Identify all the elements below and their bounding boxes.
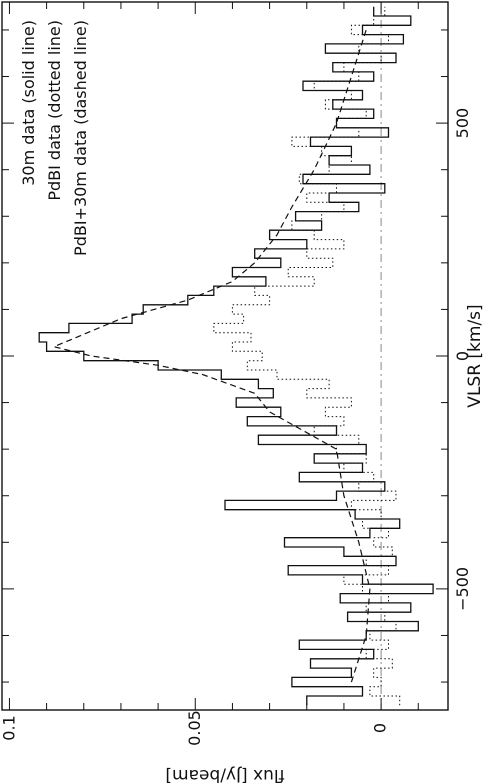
x-axis-title-group: VLSR [km/s]: [465, 304, 485, 407]
y-tick-label: 0.1: [0, 715, 19, 740]
x-tick-label-group: 0: [453, 351, 472, 361]
x-tick-layer: −500 0 500: [2, 29, 472, 683]
x-tick-label-group: −500: [453, 567, 472, 611]
y-axis-title: flux [Jy/beam]: [165, 765, 284, 784]
series-dashed-line: [52, 29, 371, 683]
legend-entry-30m: 30m data (solid line): [19, 20, 38, 186]
y-tick-label-group: 0.05: [185, 710, 204, 746]
series-layer: [38, 6, 434, 706]
x-axis-title: VLSR [km/s]: [465, 304, 485, 407]
y-tick-label-group: 0.1: [0, 715, 19, 740]
x-tick-label: 0: [453, 351, 472, 361]
legend-entry-combined: PdBI+30m data (dashed line): [71, 20, 90, 256]
x-tick-label-group: 500: [453, 108, 472, 139]
series-solid-line: [38, 6, 434, 706]
y-axis-title-group: flux [Jy/beam]: [165, 765, 284, 784]
y-tick-label: 0.05: [185, 710, 204, 746]
y-tick-label-group: 0: [371, 723, 390, 733]
x-tick-label: 500: [453, 108, 472, 139]
y-tick-label: 0: [371, 723, 390, 733]
series-dotted-line: [213, 6, 401, 706]
x-tick-label: −500: [453, 567, 472, 611]
legend: 30m data (solid line) PdBI data (dotted …: [19, 20, 90, 256]
y-tick-layer: 0 0.05 0.1: [0, 2, 419, 746]
legend-entry-pdbi: PdBI data (dotted line): [45, 20, 64, 201]
